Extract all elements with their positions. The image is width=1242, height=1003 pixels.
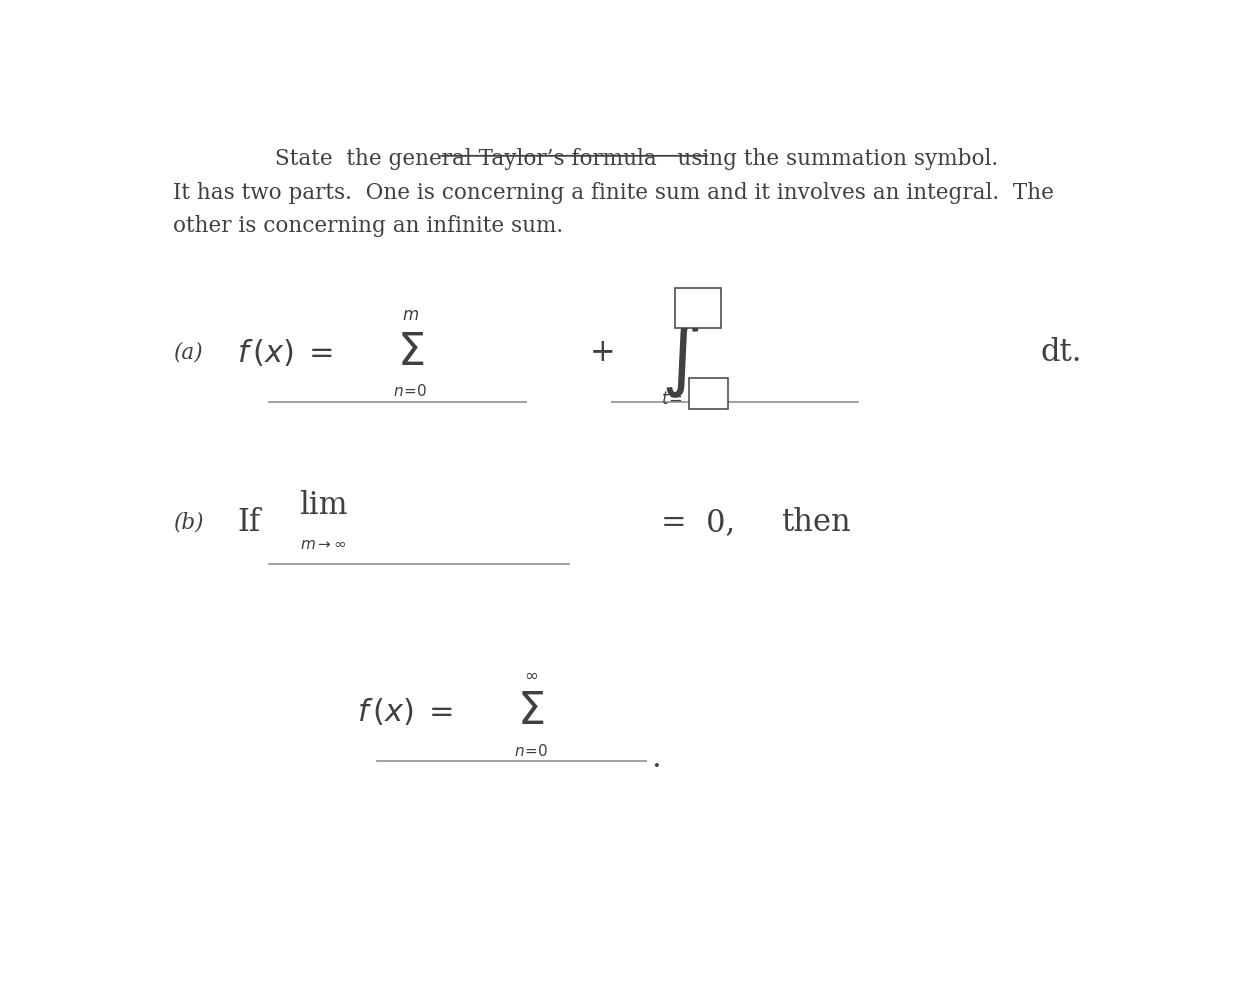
Text: $m \rightarrow \infty$: $m \rightarrow \infty$ [301,536,347,551]
Text: $m$: $m$ [402,306,419,324]
Text: +: + [590,337,616,367]
Text: $\infty$: $\infty$ [524,665,538,683]
Text: (b): (b) [173,511,204,533]
Text: lim: lim [299,489,348,521]
Text: $t\!=$: $t\!=$ [661,389,682,407]
Text: $\Sigma$: $\Sigma$ [396,331,424,373]
Text: $n\!=\!0$: $n\!=\!0$ [394,383,427,398]
Text: .: . [651,742,661,773]
Text: $f\,(x)\;=$: $f\,(x)\;=$ [237,337,333,367]
Text: then: then [781,507,851,538]
Text: If: If [237,507,260,538]
Text: (a): (a) [173,341,202,363]
Text: State  the general Taylor’s formula   using the summation symbol.: State the general Taylor’s formula using… [274,147,999,170]
Text: =  0,: = 0, [661,507,735,538]
FancyBboxPatch shape [689,379,728,410]
Text: $f\,(x)\;=$: $f\,(x)\;=$ [358,696,453,726]
Text: $\int$: $\int$ [661,320,699,400]
Text: It has two parts.  One is concerning a finite sum and it involves an integral.  : It has two parts. One is concerning a fi… [173,183,1053,205]
FancyBboxPatch shape [676,289,722,329]
Text: dt.: dt. [1041,337,1082,367]
Text: $n\!=\!0$: $n\!=\!0$ [514,742,548,758]
Text: other is concerning an infinite sum.: other is concerning an infinite sum. [173,215,563,237]
Text: $\Sigma$: $\Sigma$ [517,690,544,732]
